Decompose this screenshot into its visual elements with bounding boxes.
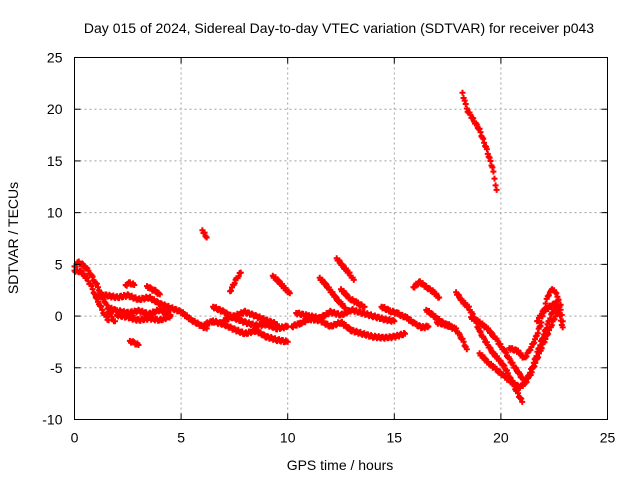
data-marker-path xyxy=(201,317,291,346)
data-track-27 xyxy=(534,298,566,331)
y-tick-label: 20 xyxy=(47,101,63,117)
data-marker-path xyxy=(227,269,244,295)
data-track-13 xyxy=(269,272,293,297)
data-marker-path xyxy=(293,306,398,325)
data-track-5 xyxy=(122,279,138,289)
y-tick-label: 5 xyxy=(55,256,63,272)
data-marker-path xyxy=(269,272,293,297)
data-track-20 xyxy=(410,278,443,301)
y-tick-label: -10 xyxy=(42,412,62,428)
y-tick-label: -5 xyxy=(50,360,63,376)
x-tick-label: 20 xyxy=(493,430,509,446)
data-marker-path xyxy=(453,289,526,405)
x-tick-label: 10 xyxy=(280,430,296,446)
data-track-22 xyxy=(433,319,470,353)
y-tick-label: 10 xyxy=(47,205,63,221)
x-tick-label: 25 xyxy=(600,430,616,446)
data-marker-path xyxy=(378,303,432,332)
data-marker-path xyxy=(338,286,368,310)
data-marker-path xyxy=(144,283,163,298)
x-tick-label: 5 xyxy=(177,430,185,446)
x-tick-label: 15 xyxy=(387,430,403,446)
data-marker-path xyxy=(199,227,210,241)
data-track-18 xyxy=(338,286,368,310)
data-track-12 xyxy=(227,269,244,295)
data-track-11 xyxy=(220,307,280,329)
axis-ticks: 0 5 10 15 20 25 -10 -5 0 5 10 15 20 25 xyxy=(42,50,615,446)
grid-lines xyxy=(74,57,608,420)
data-track-15 xyxy=(293,306,398,325)
data-track-9 xyxy=(201,317,291,346)
data-marker-path xyxy=(459,89,500,193)
y-tick-label: 0 xyxy=(55,308,63,324)
data-track-23 xyxy=(453,289,526,405)
chart-title: Day 015 of 2024, Sidereal Day-to-day VTE… xyxy=(84,20,594,36)
data-marker-path xyxy=(433,319,470,353)
data-track-28 xyxy=(459,89,500,193)
data-marker-path xyxy=(333,255,357,283)
data-marker-path xyxy=(220,307,280,329)
data-marker-path xyxy=(476,296,562,391)
data-track-16 xyxy=(316,274,349,311)
x-tick-label: 0 xyxy=(71,430,79,446)
data-marker-path xyxy=(410,278,443,301)
data-track-8 xyxy=(199,227,210,241)
data-marker-path xyxy=(210,303,291,333)
data-track-17 xyxy=(333,255,357,283)
data-points xyxy=(71,89,566,405)
data-track-10 xyxy=(210,303,291,333)
data-track-6 xyxy=(144,283,163,298)
x-axis-label: GPS time / hours xyxy=(287,457,394,473)
data-track-4 xyxy=(114,311,174,324)
data-marker-path xyxy=(534,298,566,331)
data-track-19 xyxy=(378,303,432,332)
data-marker-path xyxy=(122,279,138,289)
data-track-7 xyxy=(126,337,142,348)
data-track-25 xyxy=(476,296,562,391)
data-marker-path xyxy=(126,337,142,348)
data-marker-path xyxy=(316,274,349,311)
data-track-2 xyxy=(92,291,210,332)
data-marker-path xyxy=(92,291,210,332)
data-marker-path xyxy=(114,311,174,324)
y-tick-label: 25 xyxy=(47,50,63,66)
plot-frame xyxy=(74,57,608,420)
y-axis-label: SDTVAR / TECUs xyxy=(5,182,21,294)
y-tick-label: 15 xyxy=(47,153,63,169)
